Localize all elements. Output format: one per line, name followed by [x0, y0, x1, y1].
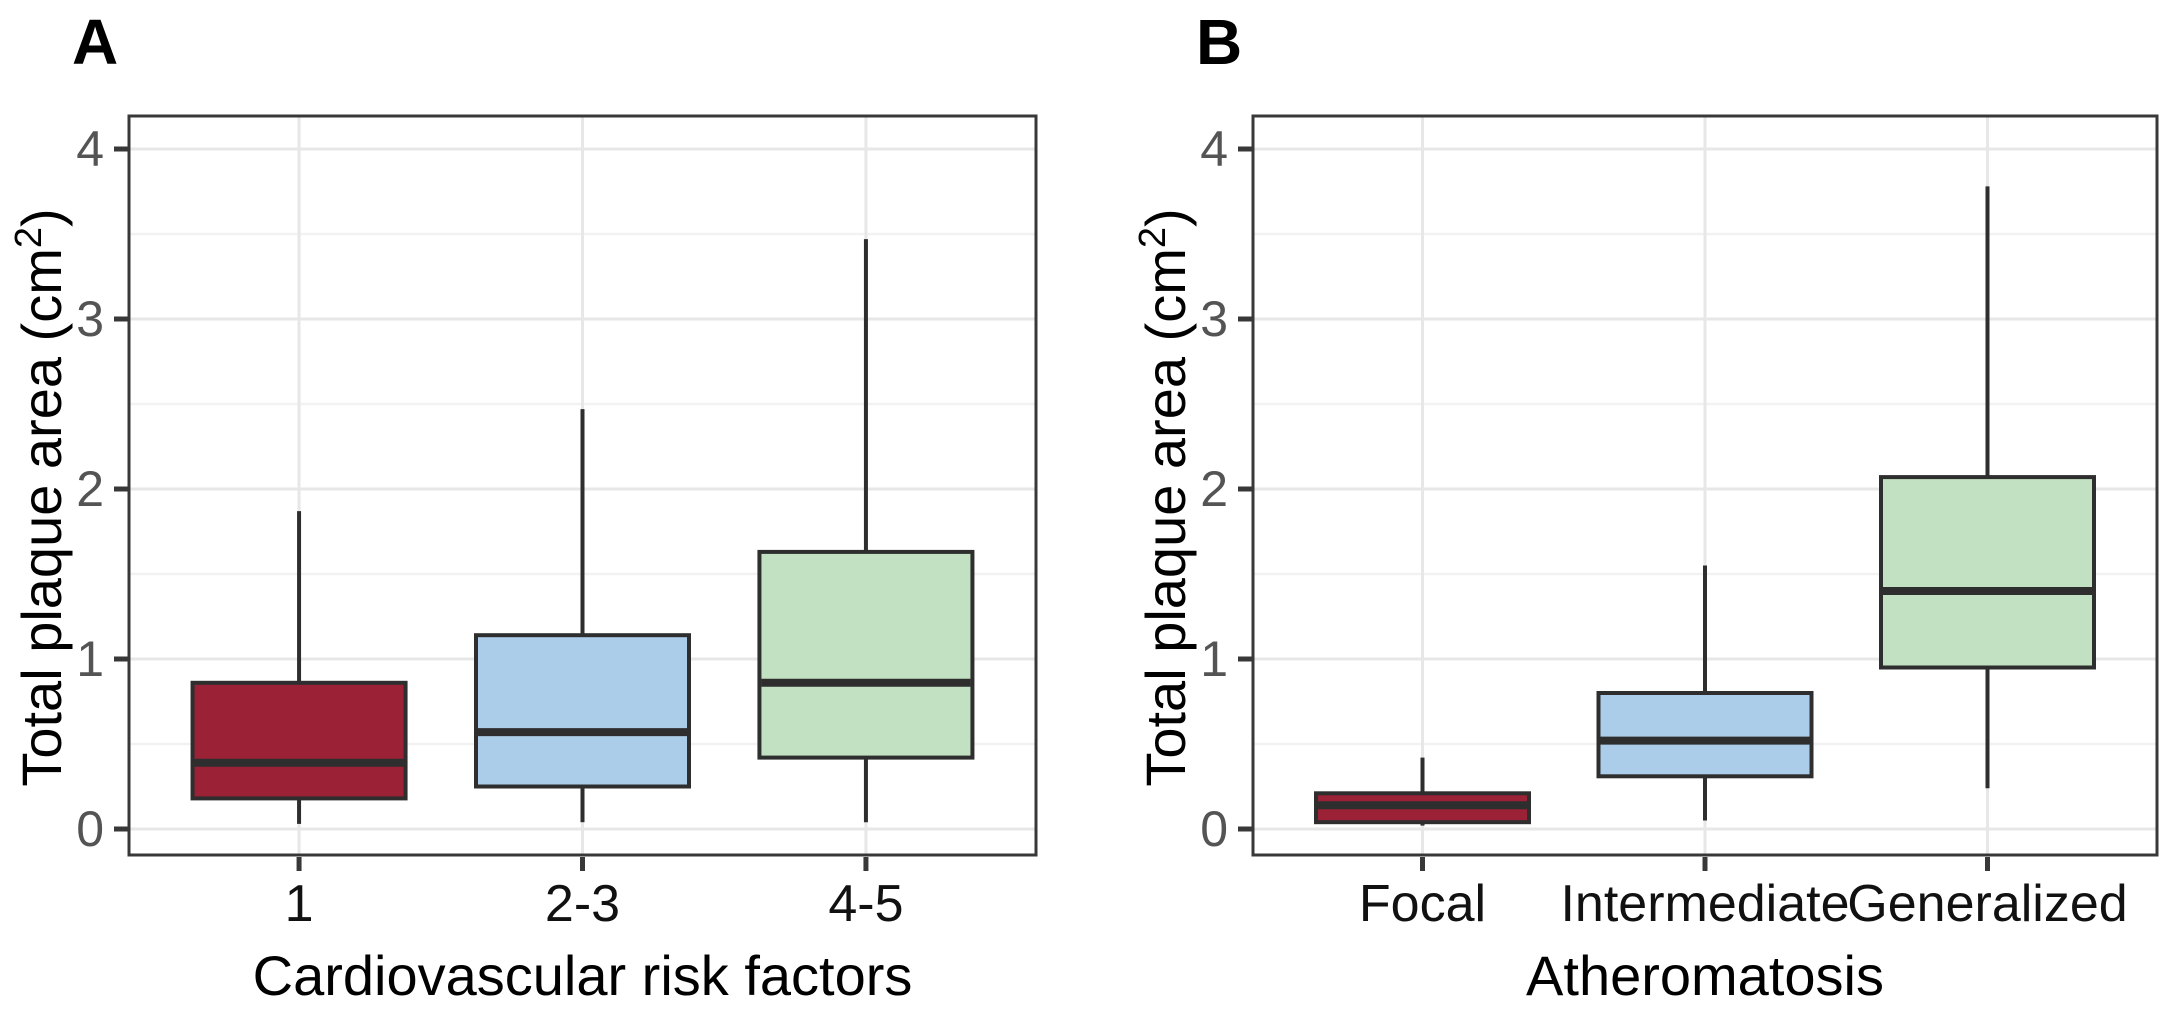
panel-a: 0 1 2 3 4 1 2-3 4-5 Cardiovascular risk factors T… — [8, 6, 1038, 1007]
boxplot-2-3 — [474, 409, 691, 823]
boxplot-focal — [1314, 757, 1531, 826]
x-tick-label-1: 1 — [285, 875, 314, 933]
y-tick-label: 1 — [76, 631, 104, 687]
y-tick-label: 0 — [1200, 801, 1228, 857]
boxplot-4-5 — [757, 239, 975, 823]
x-tick-label-intermediate: Intermediate — [1560, 875, 1849, 933]
y-tick-label: 3 — [1200, 291, 1228, 347]
y-axis-title: Total plaque area (cm2) — [1132, 208, 1197, 786]
x-axis-title: Atheromatosis — [1526, 944, 1884, 1007]
y-tick-label: 1 — [1200, 631, 1228, 687]
boxplot-generalized — [1879, 186, 2096, 789]
y-tick-label: 2 — [1200, 461, 1228, 517]
x-tick-label-4-5: 4-5 — [828, 875, 903, 933]
panel-border — [127, 114, 1038, 857]
box-generalized — [1879, 475, 2096, 670]
box-4-5 — [757, 549, 975, 760]
boxplot-intermediate — [1596, 565, 1814, 821]
y-axis-title: Total plaque area (cm2) — [8, 208, 73, 786]
y-tick-label: 2 — [76, 461, 104, 517]
x-tick-label-2-3: 2-3 — [545, 875, 620, 933]
x-axis-title: Cardiovascular risk factors — [253, 944, 913, 1007]
y-tick-label: 4 — [1200, 121, 1228, 177]
y-tick-label: 4 — [76, 121, 104, 177]
y-tick-label: 3 — [76, 291, 104, 347]
box-2-3 — [474, 633, 691, 789]
box-1 — [190, 680, 408, 801]
x-tick-label-focal: Focal — [1359, 875, 1486, 933]
box-intermediate — [1596, 691, 1814, 779]
boxplot-1 — [190, 511, 408, 824]
panel-letter-a: A — [72, 6, 118, 78]
x-tick-label-generalized: Generalized — [1847, 875, 2127, 933]
panel-letter-b: B — [1196, 6, 1242, 78]
y-tick-label: 0 — [76, 801, 104, 857]
panel-border — [1251, 114, 2159, 857]
